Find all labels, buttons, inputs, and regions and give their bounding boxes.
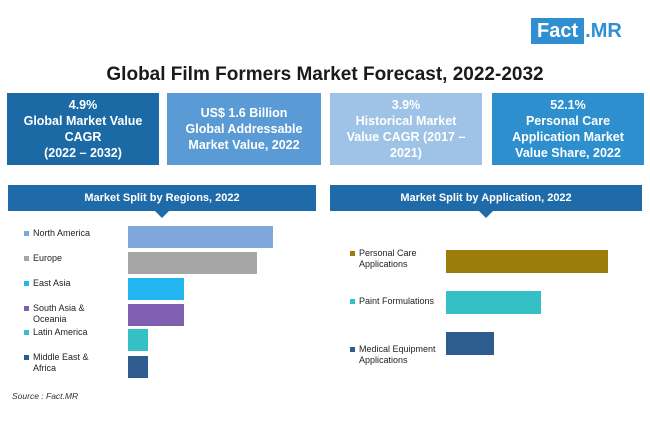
legend-swatch <box>350 347 355 352</box>
application-chart-title: Market Split by Application, 2022 <box>330 185 642 218</box>
label-line: South Asia & <box>33 303 85 313</box>
legend-swatch <box>24 330 29 335</box>
label-line: East Asia <box>33 278 71 288</box>
label-line: Latin America <box>33 327 88 337</box>
legend-swatch <box>24 231 29 236</box>
application-label-text: Medical Equipment Applications <box>359 344 436 366</box>
application-label: Paint Formulations <box>350 296 434 307</box>
source-note: Source : Fact.MR <box>12 391 79 401</box>
stat-card-3: 3.9% Historical Market Value CAGR (2017 – 2… <box>330 93 482 165</box>
logo-mr-text: MR <box>590 20 622 42</box>
application-bar <box>446 250 608 273</box>
factmr-logo: Fact. MR <box>531 18 622 44</box>
region-label: Latin America <box>24 327 88 338</box>
stat-card-line: Market Value, 2022 <box>188 138 300 152</box>
region-bar <box>128 278 184 300</box>
region-label: East Asia <box>24 278 71 289</box>
region-label-text: North America <box>33 228 90 239</box>
application-bar <box>446 332 495 355</box>
stat-card-line: Value CAGR (2017 – <box>346 130 466 144</box>
region-label: Middle East & Africa <box>24 352 89 374</box>
stat-card-line: Global Market Value <box>23 114 143 128</box>
region-label-text: Latin America <box>33 327 88 338</box>
label-line: Middle East & <box>33 352 89 362</box>
legend-swatch <box>350 251 355 256</box>
stat-card-line: Personal Care <box>525 114 611 128</box>
logo-dot: . <box>585 20 591 42</box>
stat-card-4: 52.1% Personal Care Application Market Valu… <box>492 93 644 165</box>
region-label: South Asia & Oceania <box>24 303 85 325</box>
application-label: Medical Equipment Applications <box>350 344 436 366</box>
stat-card-line: Value Share, 2022 <box>515 146 621 160</box>
legend-swatch <box>350 299 355 304</box>
stat-card-1: 4.9% Global Market Value CAGR (2022 – 2032) <box>7 93 159 165</box>
legend-swatch <box>24 306 29 311</box>
stat-card-line: Application Market <box>512 130 624 144</box>
label-line: Applications <box>359 259 408 269</box>
label-line: Medical Equipment <box>359 344 436 354</box>
region-bar <box>128 356 149 378</box>
page-title: Global Film Formers Market Forecast, 202… <box>106 64 544 85</box>
region-label-text: South Asia & Oceania <box>33 303 85 325</box>
stat-card-line: Historical Market <box>355 114 457 128</box>
application-label-text: Paint Formulations <box>359 296 434 307</box>
application-bar <box>446 291 541 314</box>
legend-swatch <box>24 281 29 286</box>
region-label-text: Europe <box>33 253 62 264</box>
regions-chart-title: Market Split by Regions, 2022 <box>8 185 316 218</box>
label-line: Oceania <box>33 314 67 324</box>
region-label: North America <box>24 228 90 239</box>
stat-card-line: Global Addressable <box>185 122 303 136</box>
stat-card-2: US$ 1.6 Billion Global Addressable Market … <box>167 93 321 165</box>
label-line: Europe <box>33 253 63 263</box>
stat-card-line: 4.9% <box>68 98 98 112</box>
legend-swatch <box>24 355 29 360</box>
stat-card-line: CAGR <box>64 130 102 144</box>
region-bar <box>128 252 258 274</box>
stat-card-line: US$ 1.6 Billion <box>200 106 288 120</box>
application-label: Personal Care Applications <box>350 248 417 270</box>
region-bar <box>128 304 184 326</box>
stat-card-line: 3.9% <box>391 98 421 112</box>
region-bar <box>128 226 273 248</box>
region-label-text: Middle East & Africa <box>33 352 89 374</box>
legend-swatch <box>24 256 29 261</box>
label-line: Paint Formulations <box>359 296 435 306</box>
label-line: Africa <box>33 363 57 373</box>
logo-fact-text: Fact <box>531 18 585 44</box>
stat-card-line: 2021) <box>390 146 422 160</box>
label-line: Applications <box>359 355 408 365</box>
stat-card-line: (2022 – 2032) <box>44 146 122 160</box>
label-line: North America <box>33 228 91 238</box>
region-bar <box>128 329 149 351</box>
region-label: Europe <box>24 253 62 264</box>
application-label-text: Personal Care Applications <box>359 248 417 270</box>
label-line: Personal Care <box>359 248 417 258</box>
region-label-text: East Asia <box>33 278 71 289</box>
stat-card-line: 52.1% <box>550 98 586 112</box>
